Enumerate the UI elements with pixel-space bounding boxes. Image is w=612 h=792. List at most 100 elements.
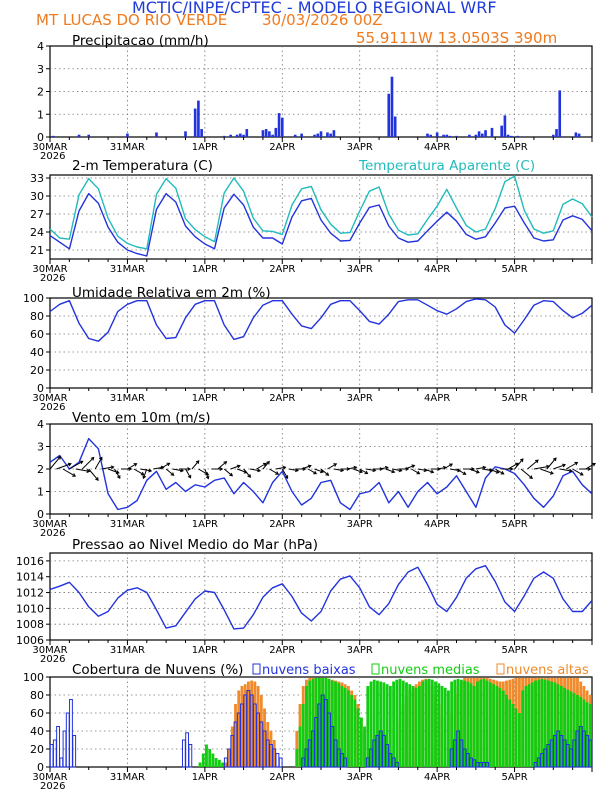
wind-vector	[165, 468, 174, 476]
wind-vector	[507, 462, 519, 470]
precip-xtick-label: 30MAR	[32, 142, 67, 153]
cloud-bar	[366, 686, 370, 767]
wind-vector	[185, 468, 192, 479]
temp-ytick-label: 24	[30, 226, 44, 239]
wind-xtick-label: 1APR	[192, 519, 218, 530]
precip-bar	[490, 127, 494, 137]
cloud-bar	[317, 677, 321, 767]
cloud-bar	[59, 757, 64, 768]
cloud-bar	[363, 726, 366, 767]
cloud-bar	[588, 739, 593, 768]
cloud-bar	[295, 749, 299, 767]
cloud-bar	[327, 678, 331, 767]
cloud-bar	[524, 686, 528, 767]
wind-vector	[56, 463, 72, 470]
cloud-bar	[501, 690, 505, 767]
wind-ytick-label: 4	[37, 418, 44, 431]
wind-vector-head	[86, 469, 91, 473]
precip-bar	[474, 134, 478, 137]
pressure-xtick-label: 5APR	[501, 645, 527, 656]
wind-vector-head	[284, 475, 289, 480]
wind-vector	[223, 468, 233, 477]
cloud-bar	[343, 687, 347, 767]
page-title: MCTIC/INPE/CPTEC - MODELO REGIONAL WRF	[132, 0, 497, 17]
cloud-bar	[511, 704, 515, 767]
pressure-ytick-label: 1006	[16, 634, 44, 647]
precip-bar	[229, 134, 232, 137]
wind-vector	[391, 468, 402, 472]
rh-xtick-label: 2APR	[269, 393, 295, 404]
temp-title: 2-m Temperatura (C)	[72, 158, 213, 174]
cloud-bar	[385, 684, 389, 767]
cloud-bar	[508, 699, 512, 767]
wind-vector-head	[353, 465, 358, 470]
cloud-bar	[308, 680, 312, 767]
cloud-bar	[343, 757, 348, 768]
cloud-bar	[469, 683, 473, 767]
temp-ytick-label: 21	[30, 244, 44, 257]
cloud-bar	[185, 732, 190, 768]
cloud-bar	[424, 679, 428, 767]
cloud-bar	[330, 680, 334, 767]
wind-vector	[101, 466, 114, 470]
precip-bar	[51, 135, 55, 137]
cloud-bar	[240, 686, 244, 767]
cloud-bar	[414, 687, 418, 767]
wind-vector	[366, 468, 376, 472]
cloud-bar	[56, 726, 60, 768]
rh-frame	[49, 297, 593, 389]
precip-bar	[264, 129, 268, 137]
rh-xtick-label: 30MAR	[32, 393, 67, 404]
wind-vector-head	[142, 475, 147, 480]
wind-vector-head	[257, 468, 262, 473]
wind-vector-head	[262, 462, 267, 467]
cloud-bar	[466, 681, 470, 767]
cloud-bar	[224, 762, 228, 767]
wind-vector-head	[205, 475, 210, 480]
wind-vector-head	[568, 468, 573, 473]
cloud-bar	[181, 739, 186, 768]
cloud-bar	[527, 684, 531, 767]
pressure-ytick-label: 1012	[16, 587, 44, 600]
wind-vector-head	[514, 462, 519, 467]
cloud-bar	[395, 679, 399, 767]
cloud-bar	[427, 678, 431, 767]
pressure-xtick-label: 30MAR	[32, 645, 67, 656]
precip-xtick-label: 2APR	[269, 142, 295, 153]
wind-vector	[443, 463, 453, 470]
cloud-bar	[521, 690, 525, 767]
cloud-bar	[350, 695, 354, 767]
wind-vector-head	[495, 469, 500, 474]
wind-vector	[204, 468, 209, 479]
station-name: MT LUCAS DO RIO VERDE	[36, 11, 228, 29]
wind-vector	[527, 459, 539, 470]
cloud-bar	[359, 717, 363, 767]
wind-vector-head	[574, 461, 579, 466]
cloud-bar	[456, 678, 460, 767]
wind-vector	[404, 465, 415, 470]
wind-vector-head	[519, 458, 524, 463]
precip-bar	[435, 132, 439, 137]
rh-title: Umidade Relativa em 2m (%)	[72, 285, 271, 301]
wind-vector	[359, 468, 368, 474]
cloud-bar	[537, 679, 541, 767]
wind-vector	[572, 468, 584, 476]
rh-ytick-label: 100	[23, 292, 44, 305]
wind-vector	[243, 468, 251, 478]
wind-vector	[307, 468, 317, 475]
wind-vector-head	[411, 464, 416, 469]
precip-bar	[268, 131, 271, 137]
cloud-bar	[65, 712, 70, 768]
cloud-bar	[479, 679, 483, 767]
rh-ytick-label: 20	[30, 364, 44, 377]
wind-vector-head	[187, 467, 191, 471]
wind-vector	[494, 468, 504, 475]
cloud-bar	[437, 683, 441, 767]
precip-bar	[293, 134, 297, 137]
wind-vector	[256, 463, 267, 470]
wind-vector	[385, 468, 395, 473]
clouds-ytick-label: 20	[30, 743, 44, 756]
cloud-bar	[278, 757, 283, 768]
wind-vector	[94, 457, 103, 470]
wind-vector-head	[437, 467, 442, 471]
